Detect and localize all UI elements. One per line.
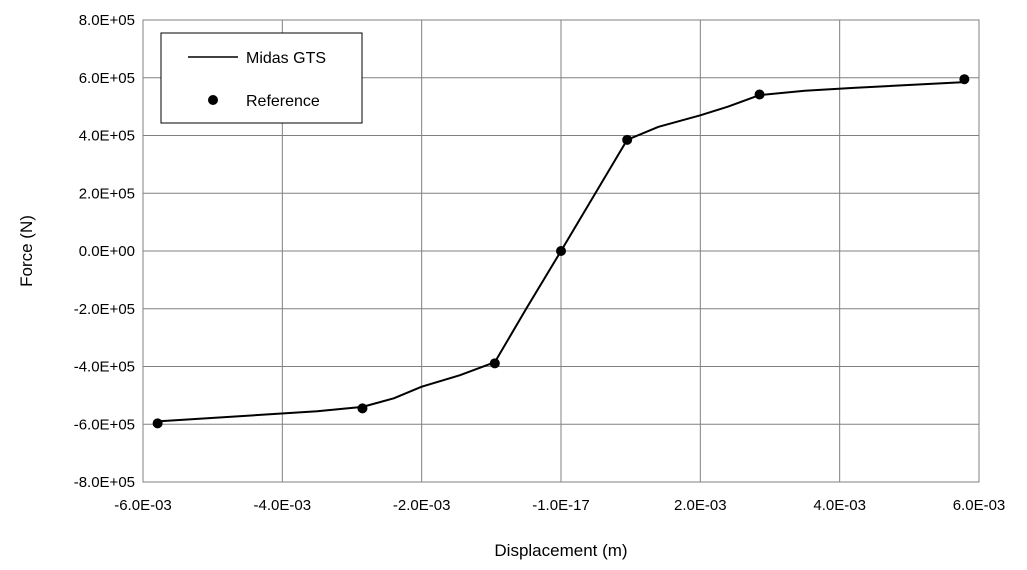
- data-point-reference: [754, 89, 765, 100]
- legend-label-reference: Reference: [246, 93, 320, 110]
- x-tick-label: 6.0E-03: [953, 497, 1006, 514]
- y-axis-title: Force (N): [17, 215, 36, 287]
- y-tick-label: 6.0E+05: [79, 70, 135, 87]
- y-tick-label: -8.0E+05: [74, 474, 135, 491]
- x-tick-label: -6.0E-03: [114, 497, 172, 514]
- y-tick-label: 0.0E+00: [79, 243, 135, 260]
- x-axis-ticks: -6.0E-03 -4.0E-03 -2.0E-03 -1.0E-17 2.0E-03 4…: [114, 497, 1005, 514]
- x-tick-label: 2.0E-03: [674, 497, 727, 514]
- plot-area-frame: [142, 19, 980, 483]
- y-tick-label: 4.0E+05: [79, 128, 135, 145]
- legend-box: [160, 32, 363, 124]
- x-axis-title: Displacement (m): [494, 541, 627, 560]
- data-point-reference: [622, 134, 633, 145]
- grid: [142, 19, 980, 483]
- x-tick-label: -4.0E-03: [254, 497, 312, 514]
- x-tick-label: -2.0E-03: [393, 497, 451, 514]
- y-tick-label: 2.0E+05: [79, 185, 135, 202]
- legend-label-midas-gts: Midas GTS: [246, 50, 326, 67]
- y-tick-label: 8.0E+05: [79, 12, 135, 29]
- y-axis-ticks: -8.0E+05 -6.0E+05 -4.0E+05 -2.0E+05 0.0E+00 2…: [74, 12, 135, 491]
- data-point-reference: [556, 246, 566, 256]
- data-point-reference: [959, 74, 970, 85]
- data-point-reference: [152, 418, 163, 429]
- x-tick-label: -1.0E-17: [532, 497, 590, 514]
- y-tick-label: -2.0E+05: [74, 301, 135, 318]
- y-tick-label: -4.0E+05: [74, 359, 135, 376]
- data-point-reference: [357, 403, 368, 414]
- x-tick-label: 4.0E-03: [813, 497, 866, 514]
- legend: Midas GTS Reference: [160, 32, 363, 124]
- legend-marker-swatch: [208, 95, 218, 105]
- series: [152, 74, 970, 429]
- data-point-reference: [489, 358, 500, 369]
- y-tick-label: -6.0E+05: [74, 416, 135, 433]
